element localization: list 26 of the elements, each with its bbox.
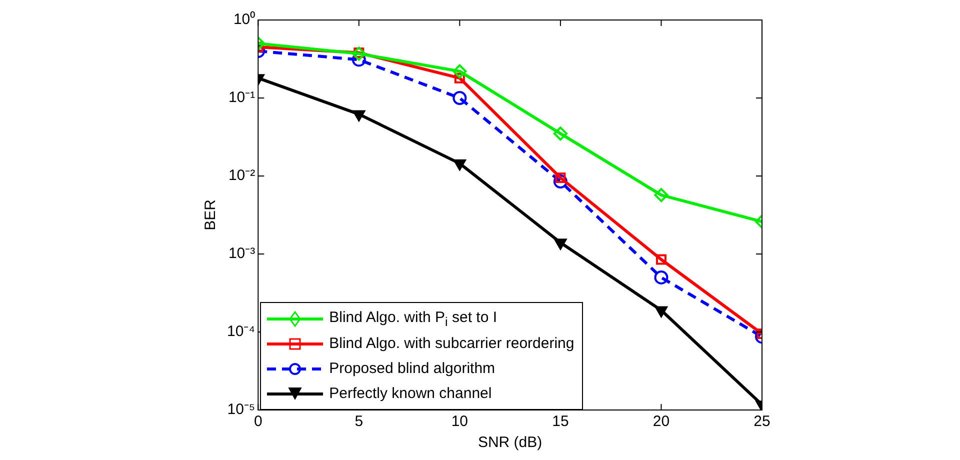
y-tick-label: 10⁻⁴	[226, 323, 256, 340]
y-axis-title: BER	[202, 199, 220, 230]
point	[352, 110, 366, 122]
legend-label: Blind Algo. with P$_{i}$ set to I	[329, 308, 498, 328]
x-tick-label: 5	[354, 413, 364, 430]
y-tick-label: 10⁻³	[228, 245, 256, 262]
point	[553, 174, 568, 189]
x-tick-label: 20	[652, 413, 670, 430]
point	[452, 91, 467, 105]
x-tick-label: 25	[754, 413, 770, 430]
legend-label: Proposed blind algorithm	[329, 360, 496, 377]
y-tick-label: 10⁰	[233, 11, 256, 28]
x-tick-label: 15	[552, 413, 569, 430]
legend-label: Blind Algo. with subcarrier reordering	[329, 335, 574, 352]
point	[454, 72, 465, 84]
y-tick-label: 10⁻²	[228, 167, 256, 184]
point	[453, 159, 466, 170]
legend-label: Perfectly known channel	[329, 385, 492, 402]
y-tick-label: 10⁻⁵	[227, 401, 256, 418]
x-tick-label: 10	[451, 413, 468, 430]
point	[554, 238, 567, 250]
x-tick-label: 0	[254, 413, 262, 430]
point	[553, 126, 568, 141]
y-tick-label: 10⁻¹	[228, 89, 256, 106]
point	[452, 64, 467, 78]
x-axis-title: SNR (dB)	[478, 434, 542, 452]
